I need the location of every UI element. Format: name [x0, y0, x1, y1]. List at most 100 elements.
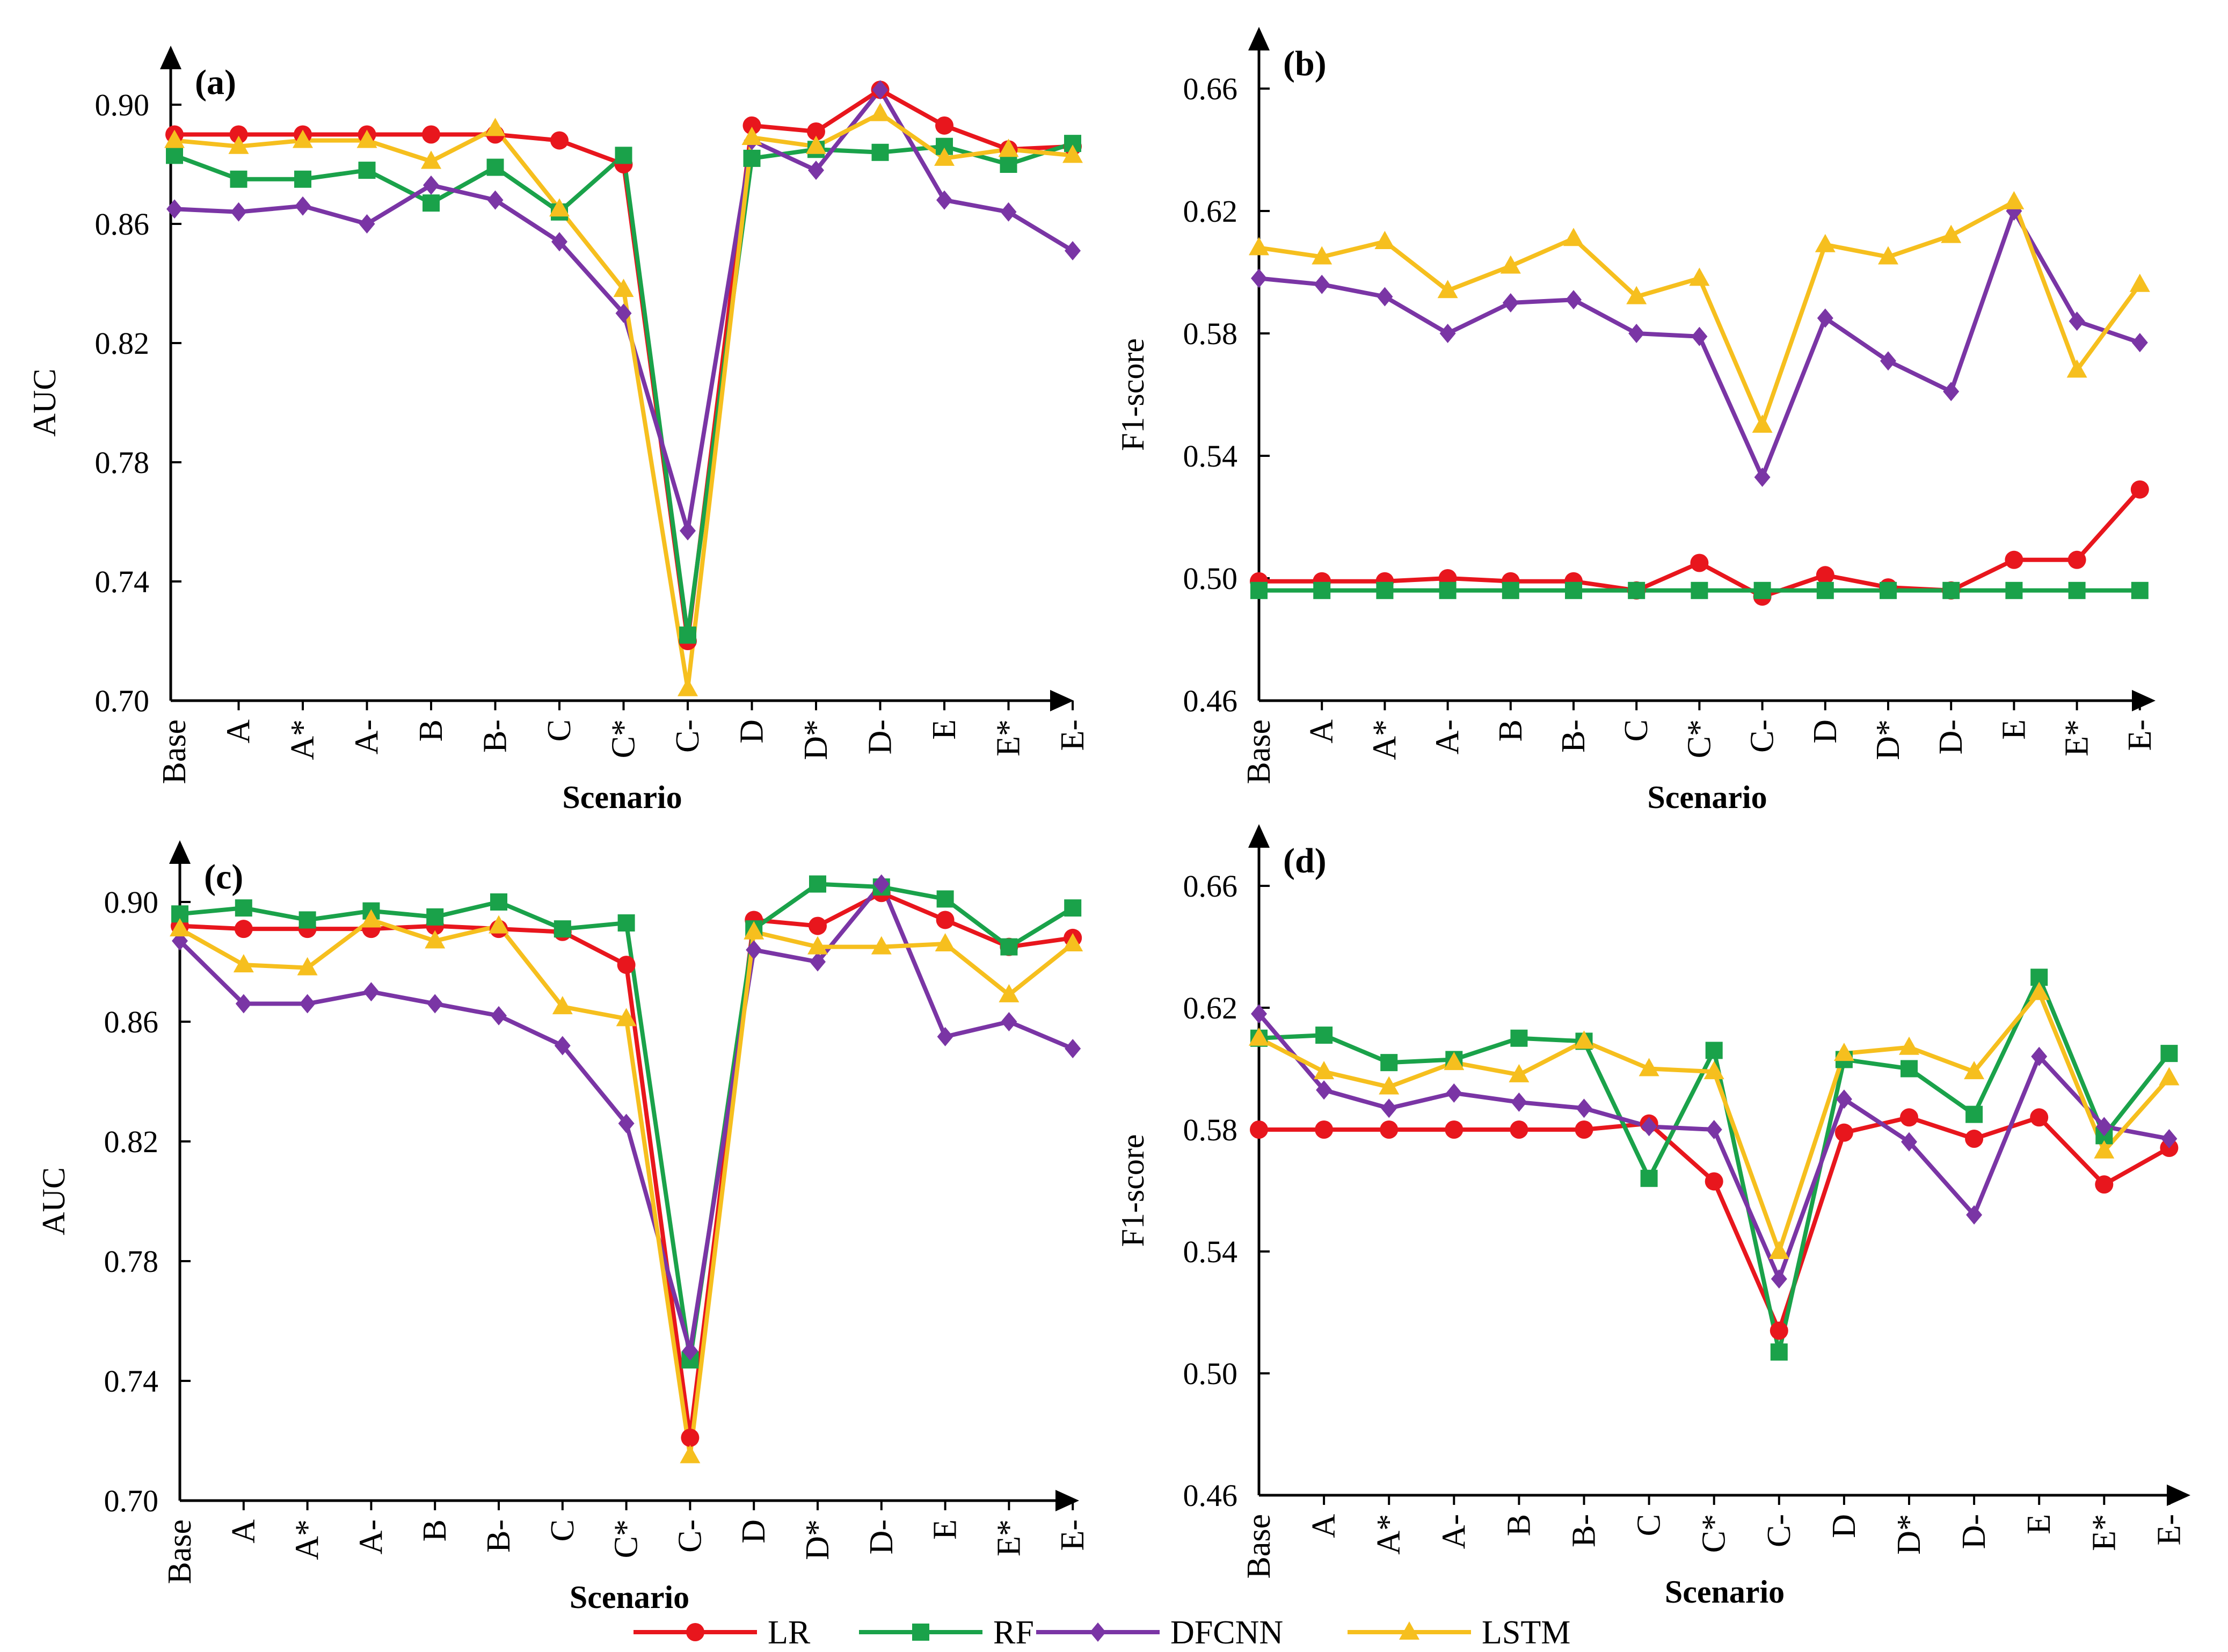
x-tick-label: C-	[1761, 1514, 1797, 1547]
legend-marker-rf	[912, 1624, 929, 1641]
data-point-lstm	[1062, 144, 1083, 163]
x-tick-label: D*	[798, 719, 834, 760]
data-point-lstm	[1249, 237, 1269, 256]
data-point-dfcnn	[1511, 1092, 1527, 1112]
data-point-dfcnn	[810, 952, 826, 972]
chart-panel-4: 0.46 0.50 0.54 0.58 0.62 0.66 Base A A* A- B B- C C* C…	[1115, 824, 2190, 1610]
data-point-dfcnn	[363, 982, 380, 1002]
series-line-lr	[1259, 1115, 2171, 1333]
data-point-lr	[617, 956, 636, 974]
series-line-rf	[1258, 975, 2171, 1355]
data-point-lr	[1380, 1120, 1399, 1139]
data-point-lstm	[485, 118, 506, 136]
data-point-lr	[1315, 1120, 1334, 1139]
data-point-rf	[423, 194, 440, 212]
data-point-lstm	[1444, 1052, 1465, 1071]
data-point-lstm	[2004, 191, 2025, 209]
x-tick-label: E	[2021, 1514, 2057, 1534]
y-tick-label: 0.58	[1183, 1112, 1238, 1147]
data-point-rf	[871, 143, 889, 161]
data-point-lr	[742, 116, 761, 135]
data-point-rf	[617, 914, 635, 932]
data-point-lstm	[1574, 1030, 1594, 1049]
data-point-rf	[1565, 581, 1582, 599]
data-point-rf	[230, 170, 247, 188]
x-tick-label: E-	[2151, 1514, 2187, 1546]
data-point-dfcnn	[1576, 1098, 1592, 1118]
y-axis-title: AUC	[36, 1167, 71, 1235]
data-point-rf	[1901, 1060, 1918, 1078]
data-point-lr	[1834, 1123, 1853, 1142]
legend-label-dfcnn: DFCNN	[1170, 1614, 1283, 1651]
data-point-lstm	[1314, 1061, 1335, 1080]
data-point-lr	[809, 916, 827, 935]
data-point-rf	[294, 170, 311, 188]
data-point-rf	[2131, 581, 2149, 599]
data-point-lstm	[1312, 246, 1333, 265]
data-point-lstm	[297, 957, 318, 976]
y-axis-arrow	[1248, 27, 1270, 50]
legend-marker-lstm	[1399, 1621, 1419, 1640]
x-tick-label: A*	[289, 1519, 326, 1560]
data-point-dfcnn	[427, 994, 443, 1014]
data-point-dfcnn	[2161, 1129, 2178, 1149]
y-tick-label: 0.58	[1183, 316, 1238, 351]
data-point-dfcnn	[872, 80, 889, 100]
data-point-lstm	[361, 909, 382, 928]
x-tick-label: A	[1304, 719, 1340, 744]
x-tick-label: A	[1306, 1514, 1342, 1538]
x-tick-label: B	[417, 1519, 453, 1541]
x-tick-label: C	[541, 719, 578, 741]
x-tick-label: E	[926, 719, 963, 740]
data-point-lstm	[999, 984, 1020, 1002]
data-point-dfcnn	[1316, 1080, 1333, 1100]
data-point-rf	[1376, 581, 1394, 599]
data-point-dfcnn	[487, 190, 504, 210]
data-point-lstm	[806, 135, 826, 154]
data-point-rf	[1000, 156, 1017, 173]
data-point-rf	[298, 911, 316, 929]
y-tick-label: 0.90	[104, 885, 159, 920]
data-point-rf	[486, 158, 504, 176]
y-tick-label: 0.54	[1183, 439, 1238, 474]
data-point-lstm	[870, 103, 891, 121]
data-point-lr	[229, 125, 248, 144]
data-point-lstm	[549, 198, 570, 217]
data-point-rf	[1439, 581, 1457, 599]
data-point-lstm	[1703, 1061, 1724, 1080]
y-tick-label: 0.46	[1183, 1478, 1238, 1513]
data-point-rf	[1313, 581, 1331, 599]
x-tick-label: E*	[991, 719, 1027, 756]
data-point-lstm	[1374, 231, 1395, 249]
data-point-lstm	[2129, 273, 2150, 292]
x-tick-label: C-	[669, 719, 706, 753]
data-point-lstm	[1062, 933, 1083, 952]
data-point-dfcnn	[1966, 1205, 1983, 1225]
data-point-rf	[1705, 1042, 1723, 1059]
data-point-lr	[2005, 550, 2023, 569]
x-tick-label: D	[736, 1519, 772, 1544]
y-tick-label: 0.82	[95, 326, 150, 361]
data-point-lstm	[680, 1445, 701, 1464]
data-point-rf	[1064, 899, 1082, 917]
x-tick-label: Base	[1241, 719, 1277, 784]
data-point-dfcnn	[1901, 1132, 1917, 1152]
y-tick-label: 0.86	[95, 207, 150, 242]
data-point-lr	[1965, 1130, 1984, 1148]
x-tick-label: A-	[1436, 1514, 1472, 1549]
x-tick-label: D-	[862, 719, 899, 754]
data-point-rf	[490, 893, 507, 911]
data-point-dfcnn	[1566, 290, 1582, 310]
data-point-dfcnn	[1502, 293, 1519, 312]
data-point-dfcnn	[937, 1027, 953, 1046]
data-point-lstm	[1626, 286, 1647, 304]
data-point-dfcnn	[1836, 1089, 1852, 1109]
data-point-rf	[615, 147, 632, 164]
data-point-lstm	[2094, 1140, 2115, 1159]
data-point-dfcnn	[230, 202, 247, 222]
data-point-rf	[1628, 581, 1645, 599]
x-tick-label: C-	[1744, 719, 1781, 753]
y-axis-arrow	[169, 840, 191, 864]
y-tick-label: 0.54	[1183, 1234, 1238, 1269]
data-point-rf	[1640, 1169, 1658, 1187]
